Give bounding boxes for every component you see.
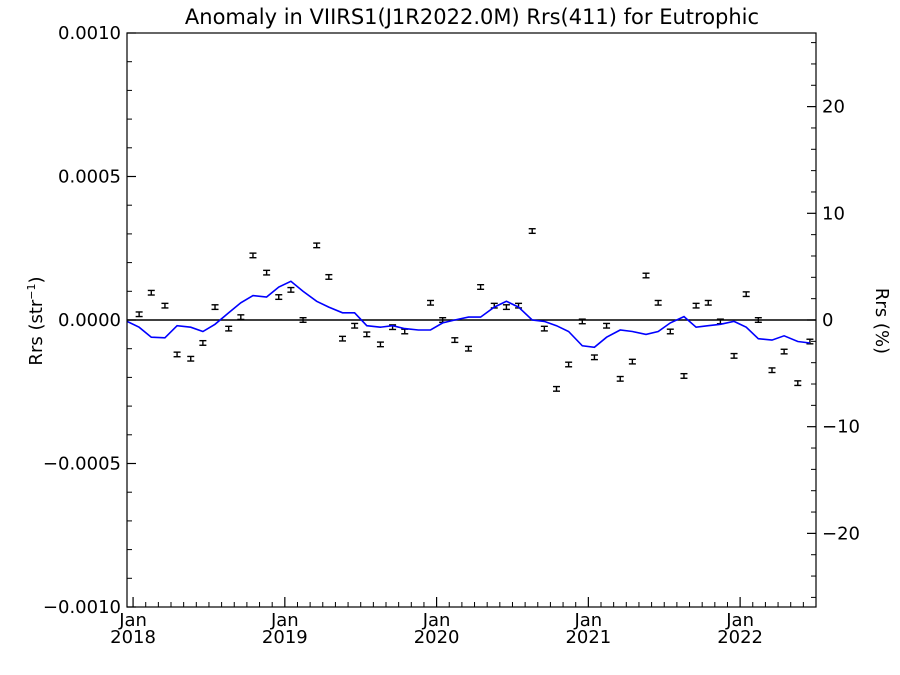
x-tick-year-label: 2022 [717,627,763,648]
data-point [616,375,624,382]
data-point [477,283,485,290]
x-tick-year-label: 2020 [414,627,460,648]
data-point [642,272,650,279]
data-point [287,286,295,293]
x-tick-month-label: Jan [725,610,754,631]
data-point [427,299,435,306]
data-point [628,358,636,365]
data-point [754,317,762,323]
right-y-axis: 20 10 0 −10 −20 [807,42,860,598]
right-tick-label: 0 [822,310,833,331]
data-point [237,314,245,321]
data-point [680,372,688,379]
data-point [451,337,459,344]
data-point [135,311,143,318]
data-point [528,228,536,235]
left-y-axis: 0.0010 0.0005 0.0000 −0.0005 −0.0010 [43,23,136,618]
data-point [339,335,347,342]
data-point [768,367,776,374]
data-point [780,348,788,355]
y-tick-label: −0.0010 [43,597,121,618]
data-point [464,345,472,352]
data-point [502,304,510,311]
y-tick-label: 0.0010 [58,23,121,44]
data-point [704,299,712,306]
data-point [806,338,814,345]
data-point [603,322,611,329]
y-tick-label: −0.0005 [43,454,121,475]
right-tick-label: 10 [822,203,845,224]
y-tick-label: 0.0005 [58,167,121,188]
left-y-axis-label: Rrs (str−1) [25,276,47,365]
data-point [325,273,333,280]
data-point [654,299,662,306]
smoothed-anomaly-line [127,280,810,349]
data-point [401,328,409,335]
x-tick-year-label: 2018 [110,627,156,648]
data-point [299,317,307,323]
data-point [263,269,271,276]
data-point [540,325,548,332]
right-y-axis-label: Rrs (%) [871,288,892,354]
data-point [666,328,674,335]
right-tick-label: −10 [822,417,860,438]
data-point [730,352,738,359]
x-tick-year-label: 2019 [262,627,308,648]
x-tick-year-label: 2021 [565,627,611,648]
data-point [794,380,802,387]
data-point [590,354,598,361]
data-point [275,294,283,301]
data-point [363,331,371,338]
data-point [249,252,257,259]
data-point [565,361,573,368]
data-series [127,228,814,392]
chart-title: Anomaly in VIIRS1(J1R2022.0M) Rrs(411) f… [185,5,759,29]
data-point [173,351,181,358]
data-point [692,302,700,309]
data-point [161,302,169,309]
data-point [742,291,750,298]
data-point [376,341,384,348]
data-point [199,339,207,346]
x-tick-month-label: Jan [422,610,451,631]
data-point [211,304,219,311]
data-point [351,322,359,329]
data-point [313,242,321,249]
x-tick-month-label: Jan [118,610,147,631]
x-tick-month-label: Jan [573,610,602,631]
data-point [225,325,233,332]
data-point [187,355,195,362]
data-point [147,289,155,296]
data-point [578,318,586,325]
data-point [552,385,560,392]
right-tick-label: 20 [822,97,845,118]
x-tick-month-label: Jan [270,610,299,631]
y-tick-label: 0.0000 [58,310,121,331]
right-tick-label: −20 [822,523,860,544]
